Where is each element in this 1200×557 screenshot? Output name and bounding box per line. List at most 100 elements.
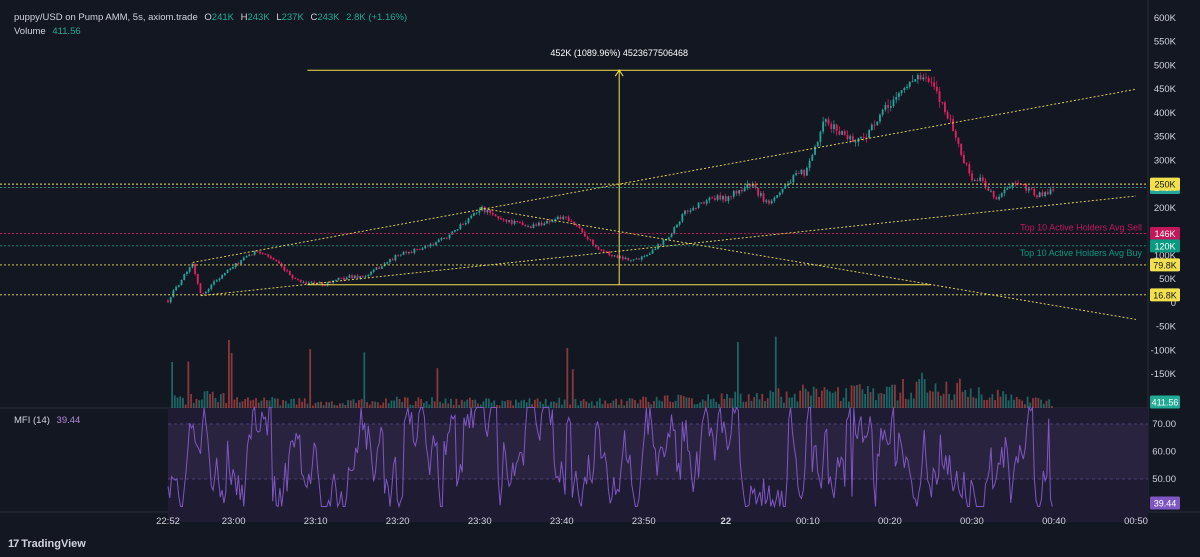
volume-bar	[791, 397, 793, 408]
candle-body	[973, 179, 976, 181]
candle-body	[345, 277, 348, 280]
volume-bar	[829, 391, 831, 408]
candle-body	[226, 269, 229, 274]
candle-body	[362, 276, 364, 277]
volume-bar	[206, 390, 209, 408]
candle-body	[467, 218, 470, 223]
candle-body	[746, 183, 749, 189]
volume-bar	[861, 389, 864, 408]
volume-bar	[579, 401, 582, 408]
candle-body	[223, 273, 226, 276]
candle-body	[892, 99, 895, 107]
candle-body	[351, 275, 353, 279]
volume-bar	[685, 397, 688, 408]
candle-body	[971, 173, 973, 181]
mfi-series-line	[167, 405, 1053, 509]
trend-line-3	[479, 207, 1137, 320]
candle-body	[589, 239, 592, 241]
volume-bar	[452, 404, 455, 408]
candle-body	[895, 96, 898, 100]
candle-body	[537, 222, 540, 226]
candle-body	[1003, 189, 1006, 194]
volume-bar	[731, 398, 734, 408]
volume-bar	[926, 392, 929, 408]
volume-bar	[257, 402, 260, 408]
volume-bar	[785, 391, 788, 408]
volume-bar	[390, 400, 393, 408]
candle-body	[213, 281, 215, 285]
candle-body	[218, 278, 221, 281]
volume-bar	[314, 402, 317, 408]
price-tick: 200K	[1154, 203, 1177, 214]
candle-body	[1052, 189, 1055, 191]
candle-body	[535, 224, 538, 226]
volume-bar	[184, 404, 187, 408]
volume-bar	[428, 404, 431, 408]
volume-bar	[720, 393, 723, 408]
candle-body	[562, 216, 565, 220]
candle-body	[957, 137, 960, 144]
volume-bar	[260, 400, 263, 408]
candle-body	[697, 202, 700, 208]
volume-bar	[590, 401, 593, 408]
candle-body	[305, 282, 307, 284]
volume-bar	[330, 401, 333, 408]
volume-bar	[431, 397, 433, 408]
candle-body	[177, 285, 180, 287]
candle-body	[397, 255, 400, 256]
volume-bar	[845, 388, 848, 408]
volume-bar	[487, 398, 490, 408]
volume-bar	[295, 404, 298, 408]
volume-bar	[912, 398, 915, 408]
tradingview-icon: 17	[8, 538, 19, 550]
volume-bar	[866, 385, 869, 408]
volume-bar	[734, 391, 737, 408]
volume-bar	[755, 393, 758, 408]
volume-bar	[1007, 400, 1010, 408]
volume-bar	[179, 396, 182, 408]
volume-bar	[230, 352, 233, 408]
volume-bar	[820, 390, 823, 408]
volume-bar	[772, 391, 774, 408]
volume-bar	[969, 388, 972, 408]
volume-bar	[1026, 396, 1029, 408]
badge-146k: 146K	[1150, 226, 1180, 240]
volume-bar	[636, 403, 639, 408]
volume-bar	[907, 399, 910, 408]
volume-bar	[885, 386, 888, 408]
candle-body	[705, 200, 708, 204]
badge-volume-text: 411.56	[1152, 398, 1179, 408]
candle-body	[456, 229, 459, 231]
volume-bar	[276, 398, 279, 408]
volume-bar	[544, 398, 547, 408]
volume-bar	[325, 401, 328, 408]
candle-body	[778, 192, 781, 196]
volume-bar	[774, 336, 777, 408]
time-tick: 22:52	[156, 516, 180, 527]
candle-body	[513, 220, 516, 224]
candle-body	[473, 212, 475, 216]
candle-body	[619, 256, 621, 258]
volume-bar	[225, 402, 228, 408]
volume-bar	[1023, 404, 1026, 408]
candle-body	[210, 284, 213, 289]
volume-bar	[474, 399, 477, 408]
candle-body	[556, 216, 559, 220]
volume-bar	[598, 398, 601, 408]
volume-bar	[385, 398, 387, 408]
candle-body	[703, 202, 705, 204]
candle-body	[267, 254, 270, 257]
candle-body	[372, 269, 375, 272]
candle-body	[868, 130, 871, 138]
volume-bar	[693, 404, 696, 408]
volume-bar	[904, 398, 907, 408]
volume-bar	[612, 400, 615, 408]
candle-body	[578, 225, 581, 229]
volume-bar	[195, 398, 198, 408]
candle-body	[624, 257, 627, 260]
volume-bar	[799, 390, 802, 408]
volume-bar	[563, 399, 566, 408]
candle-body	[586, 236, 589, 240]
tradingview-logo[interactable]: 17 TradingView	[8, 538, 86, 550]
